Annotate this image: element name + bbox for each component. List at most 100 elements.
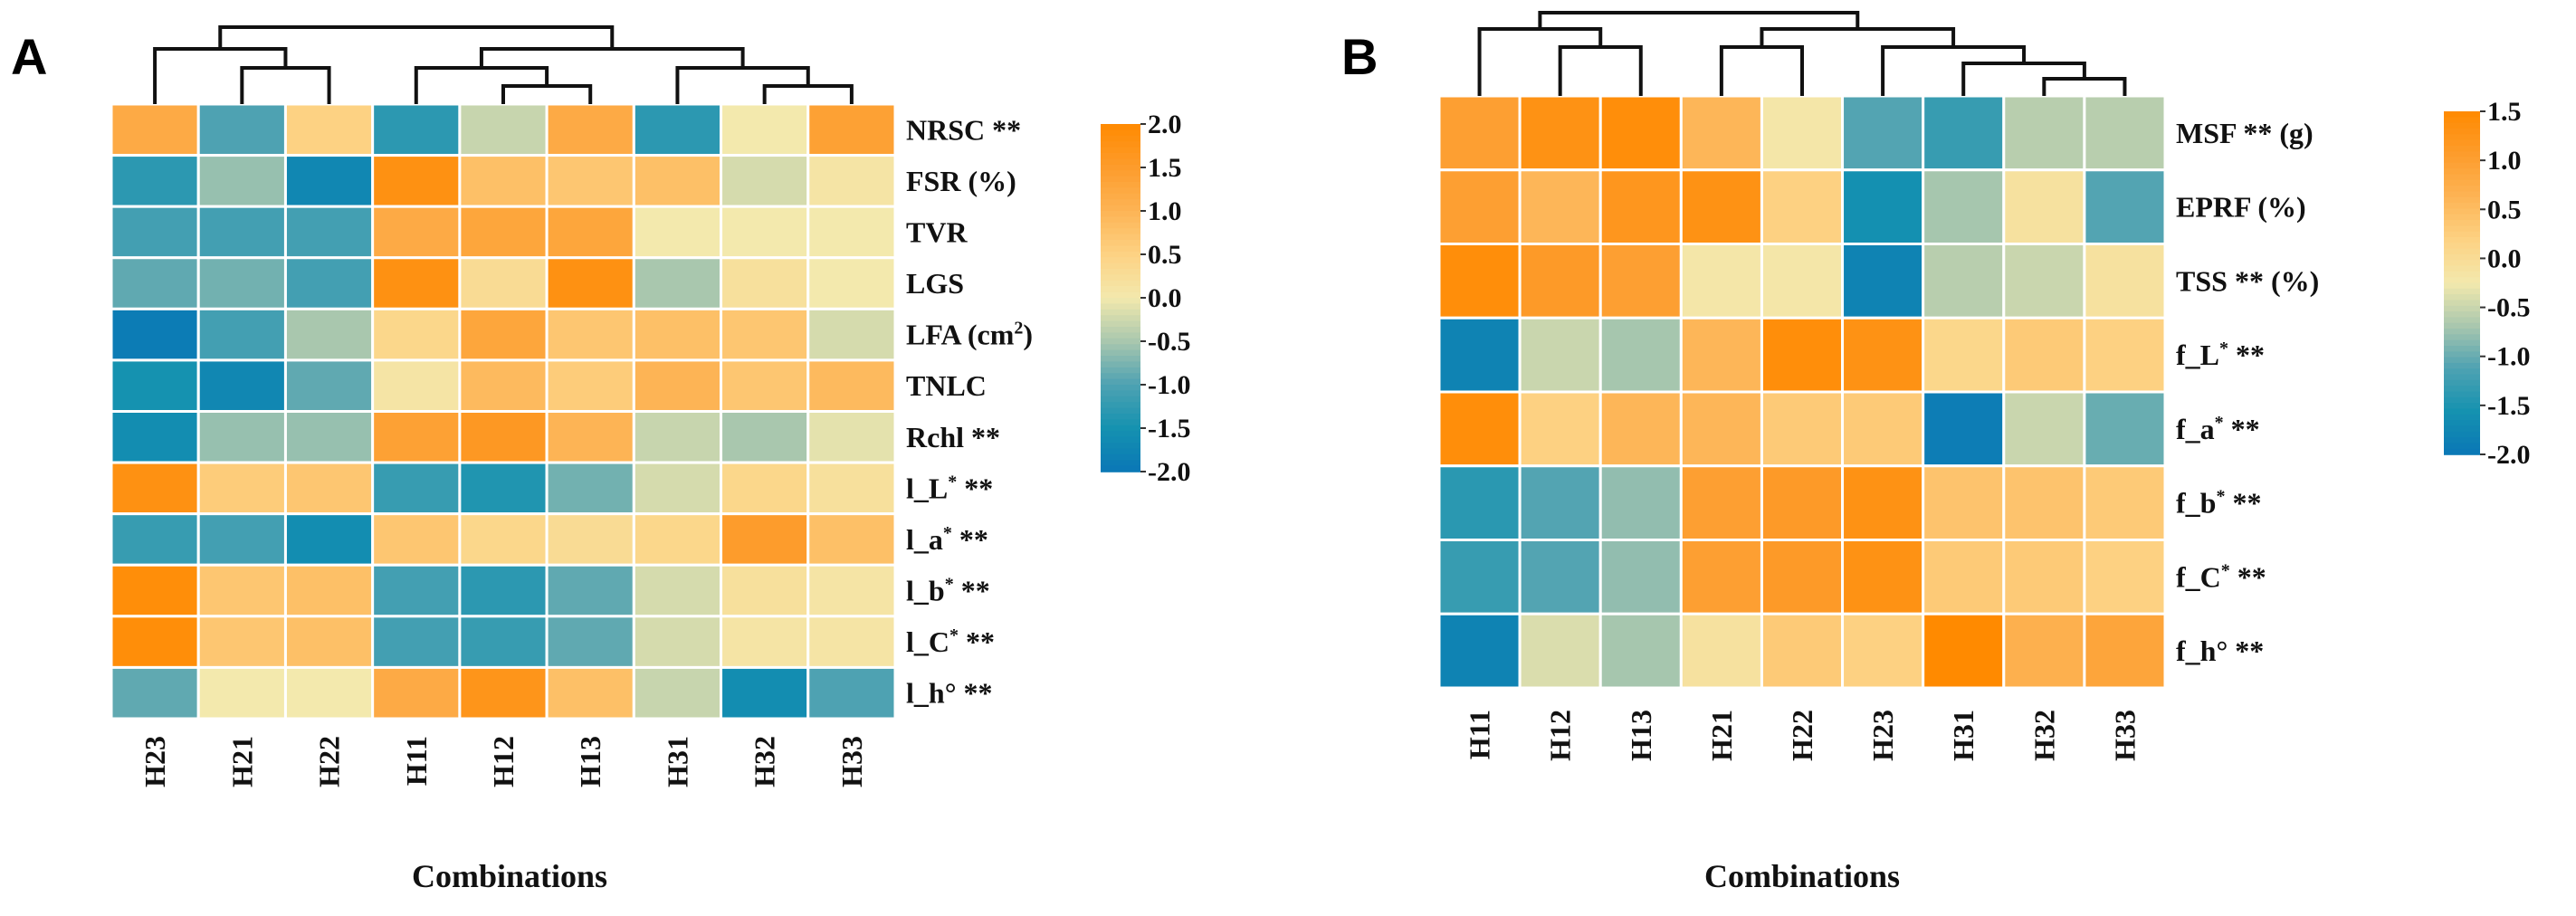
heatmap-cell: [1922, 390, 2006, 468]
row-label: l_C* **: [906, 625, 995, 658]
heatmap-cell: [2002, 612, 2086, 690]
colorbar-segment: [2444, 145, 2480, 153]
colorbar-segment: [2444, 236, 2480, 244]
heatmap-cell: [458, 307, 549, 362]
colorbar-segment: [1101, 141, 1140, 148]
colorbar-segment: [1101, 419, 1140, 426]
colorbar-segment: [1101, 320, 1140, 328]
heatmap-cell: [720, 665, 810, 720]
colorbar-tick-label: -1.0: [2487, 342, 2531, 372]
row-label-superscript: *: [943, 523, 952, 543]
heatmap-cell: [1922, 168, 2006, 245]
heatmap-cell: [720, 154, 810, 208]
heatmap-cell: [2002, 390, 2086, 468]
heatmap-cell: [110, 665, 200, 720]
colorbar-segment: [2444, 386, 2480, 393]
colorbar-segment: [2444, 379, 2480, 386]
colorbar-segment: [2444, 231, 2480, 238]
colorbar-segment: [2444, 139, 2480, 147]
colorbar-segment: [1101, 425, 1140, 432]
heatmap-cell: [720, 358, 810, 413]
heatmap-cell: [720, 512, 810, 567]
colorbar-segment: [1101, 407, 1140, 415]
heatmap-cell: [806, 665, 897, 720]
row-label: f_b* **: [2176, 487, 2261, 520]
colorbar-segment: [2444, 357, 2480, 364]
colorbar-segment: [1101, 222, 1140, 229]
heatmap-cell: [110, 154, 200, 208]
colorbar-segment: [2444, 408, 2480, 415]
colorbar-segment: [1101, 274, 1140, 281]
heatmap-cell: [283, 102, 375, 157]
row-label: l_a* **: [906, 523, 988, 556]
row-label: f_C* **: [2176, 560, 2266, 593]
heatmap-cell: [371, 512, 462, 567]
heatmap-cell: [196, 410, 287, 464]
heatmap-cell: [632, 307, 723, 362]
heatmap-cell: [2083, 316, 2167, 394]
heatmap-cell: [545, 358, 635, 413]
colorbar-segment: [2444, 151, 2480, 158]
heatmap-cell: [1841, 539, 1925, 615]
row-label-suffix: **: [964, 421, 1000, 453]
heatmap-cell: [371, 358, 462, 413]
colorbar-segment: [1101, 193, 1140, 200]
heatmap-cell: [2002, 539, 2086, 615]
heatmap-cell: [545, 461, 635, 516]
column-label: H12: [1544, 710, 1577, 761]
heatmap-cell: [283, 307, 375, 362]
row-label-suffix: **: [2228, 339, 2265, 371]
heatmap-cell: [632, 154, 723, 208]
heatmap-cell: [1518, 243, 1602, 320]
heatmap-cell: [720, 205, 810, 260]
heatmap-cell: [632, 615, 723, 669]
heatmap-cell: [720, 256, 810, 310]
colorbar-segment: [2444, 111, 2480, 119]
colorbar: 2.0 1.5 1.0 0.5 0.0 -0.5 -1.0 -1.5 -2.0: [1101, 110, 1191, 487]
colorbar-segment: [2444, 191, 2480, 198]
colorbar-segment: [1101, 431, 1140, 438]
heatmap-cell: [458, 615, 549, 669]
heatmap-cell: [1598, 94, 1683, 172]
column-label: H11: [400, 736, 433, 786]
heatmap-cell: [1922, 94, 2006, 172]
colorbar: 1.5 1.0 0.5 0.0 -0.5 -1.0 -1.5 -2.0: [2444, 97, 2531, 470]
heatmap-cell: [720, 461, 810, 516]
heatmap-cell: [1841, 243, 1925, 320]
colorbar-segment: [2444, 443, 2480, 450]
heatmap-cell: [1841, 94, 1925, 172]
row-label-base: f_C: [2176, 560, 2221, 593]
heatmap-cell: [2002, 464, 2086, 541]
heatmap-cell: [1679, 94, 1763, 172]
colorbar-segment: [1101, 373, 1140, 380]
heatmap-cell: [1598, 464, 1683, 541]
heatmap-cell: [720, 410, 810, 464]
colorbar-segment: [1101, 286, 1140, 293]
column-label: H11: [1464, 710, 1496, 759]
heatmap-cell: [632, 410, 723, 464]
heatmap-cell: [458, 665, 549, 720]
dendrogram-branch: [501, 84, 593, 104]
colorbar-segment: [2444, 243, 2480, 250]
heatmap-cell: [632, 563, 723, 618]
heatmap-cell: [196, 461, 287, 516]
heatmap-cell: [2083, 612, 2167, 690]
colorbar-segment: [1101, 367, 1140, 374]
column-label: H21: [225, 736, 258, 787]
heatmap-cell: [1518, 316, 1602, 394]
heatmap-cell: [1922, 243, 2006, 320]
colorbar-segment: [1101, 280, 1140, 287]
row-label-base: TNLC: [906, 369, 987, 402]
dendrogram-branch: [1881, 45, 2027, 96]
colorbar-segment: [1101, 309, 1140, 316]
column-label: H33: [835, 736, 868, 787]
heatmap-cell: [632, 358, 723, 413]
heatmap-cell: [196, 205, 287, 260]
row-label-base: f_b: [2176, 487, 2216, 520]
row-label-base: f_L: [2176, 339, 2219, 371]
heatmap-cell: [196, 154, 287, 208]
row-label-suffix: **: [959, 625, 995, 658]
row-label: f_L* **: [2176, 339, 2265, 371]
heatmap-cell: [545, 256, 635, 310]
heatmap-cell: [2002, 243, 2086, 320]
